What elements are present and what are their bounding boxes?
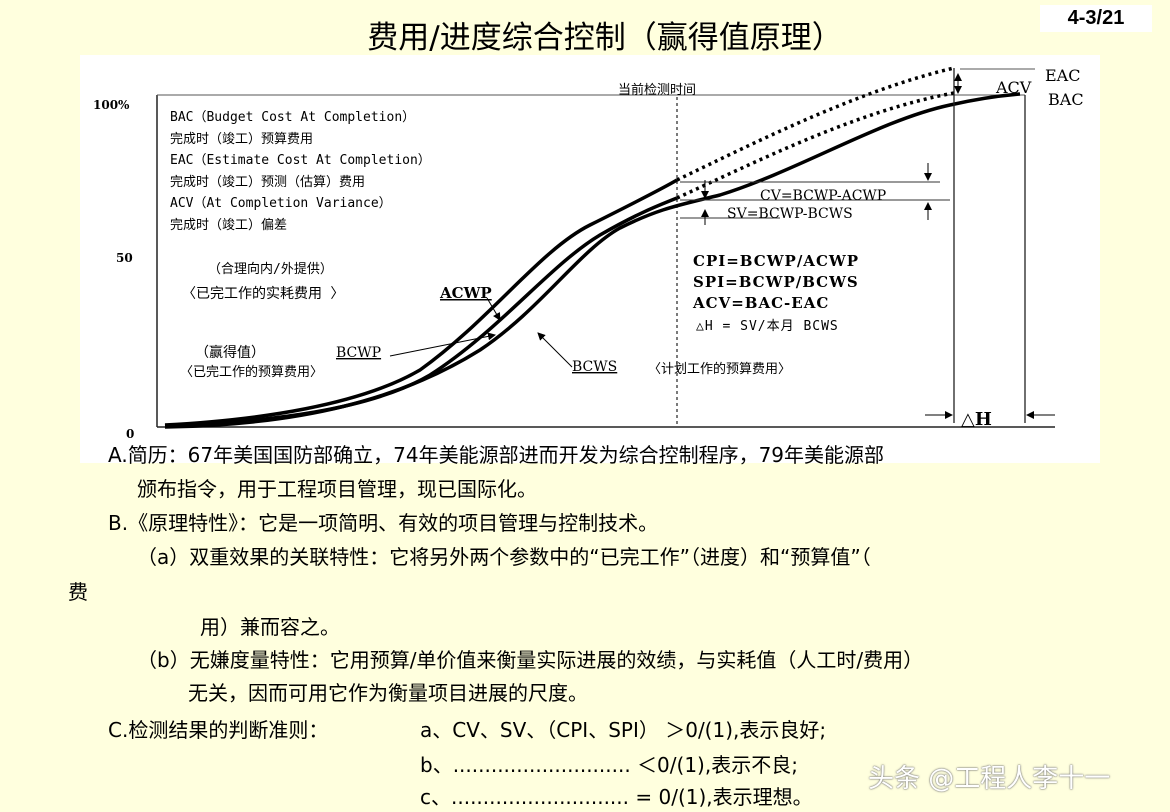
definition-acv: ACV（At Completion Variance） <box>170 196 392 211</box>
bcwp-label: BCWP <box>336 345 381 361</box>
cv-formula: CV=BCWP-ACWP <box>760 188 886 204</box>
principle-a-line-1: （a）双重效果的关联特性：它将另外两个参数中的“已完工作”（进度）和“预算值”（ <box>137 545 871 569</box>
y-tick-50: 50 <box>116 251 133 265</box>
principle-b-line-2: 无关，因而可用它作为衡量项目进展的尺度。 <box>188 681 588 705</box>
criteria-b: b、............................ ＜0/(1),表示… <box>420 753 798 777</box>
acwp-label: ACWP <box>439 284 492 302</box>
bcws-desc: 〈计划工作的预算费用〉 <box>648 361 791 377</box>
slide-title: 费用/进度综合控制（赢得值原理） <box>367 20 843 56</box>
y-tick-0: 0 <box>126 427 134 441</box>
criteria-c: c、............................ = 0/(1),表… <box>420 785 813 809</box>
history-line-2: 颁布指令，用于工程项目管理，现已国际化。 <box>137 477 537 501</box>
criteria-heading: C.检测结果的判断准则： <box>108 718 329 742</box>
acwp-note: （合理向内/外提供） <box>208 261 333 277</box>
formula-spi: SPI=BCWP/BCWS <box>693 273 859 291</box>
definition-bac: BAC（Budget Cost At Completion） <box>170 110 415 125</box>
bcwp-projection-curve <box>676 91 955 200</box>
bcws-arrow <box>537 332 573 368</box>
acwp-arrow <box>486 297 501 321</box>
definition-eac: EAC（Estimate Cost At Completion） <box>170 153 431 168</box>
bcwp-arrow <box>389 332 496 357</box>
watermark: 头条 @工程人李十一 <box>868 764 1111 794</box>
principle-b-line-1: （b）无嫌度量特性：它用预算/单价值来衡量实际进展的效绩，与实耗值（人工时/费用… <box>137 648 924 672</box>
y-tick-100: 100% <box>93 98 130 112</box>
current-time-label: 当前检测时间 <box>618 82 696 98</box>
sv-formula: SV=BCWP-BCWS <box>727 206 853 222</box>
eac-label: EAC <box>1045 66 1080 85</box>
bcwp-desc: 〈已完工作的预算费用〉 <box>180 364 323 380</box>
bac-label: BAC <box>1048 90 1084 109</box>
definition-acv-cn: 完成时（竣工）偏差 <box>170 218 287 233</box>
acwp-curve <box>164 178 678 427</box>
criteria-a: a、CV、SV、（CPI、SPI） ＞0/(1),表示良好; <box>420 718 827 742</box>
formula-cpi: CPI=BCWP/ACWP <box>693 252 859 270</box>
principle-heading: B.《原理特性》：它是一项简明、有效的项目管理与控制技术。 <box>108 511 659 535</box>
dh-label: △H <box>961 409 992 430</box>
definition-bac-cn: 完成时（竣工）预算费用 <box>170 132 313 147</box>
bcwp-label-cn: （赢得值） <box>195 344 265 361</box>
history-line-1: A.简历：67年美国国防部确立，74年美能源部进而开发为综合控制程序，79年美能… <box>108 443 885 467</box>
bcws-label: BCWS <box>572 359 617 375</box>
formula-acv: ACV=BAC-EAC <box>692 294 829 312</box>
eac-projection-curve <box>676 66 955 182</box>
principle-a-line-3: 用）兼而容之。 <box>200 615 340 639</box>
principle-a-line-2: 费 <box>68 580 88 604</box>
definition-eac-cn: 完成时（竣工）预测（估算）费用 <box>170 175 365 190</box>
acv-label: ACV <box>995 78 1032 97</box>
earned-value-diagram: 100% 50 0 当前检测时间 BAC（Budget Cost At Comp… <box>80 55 1100 463</box>
bcws-curve <box>164 92 1021 429</box>
page-number: 4-3/21 <box>1040 5 1152 32</box>
formula-dh: △H = SV/本月 BCWS <box>696 319 839 334</box>
acwp-label-cn: 〈已完工作的实耗费用 〉 <box>182 286 344 302</box>
diagram-svg: 100% 50 0 当前检测时间 BAC（Budget Cost At Comp… <box>93 66 1084 441</box>
